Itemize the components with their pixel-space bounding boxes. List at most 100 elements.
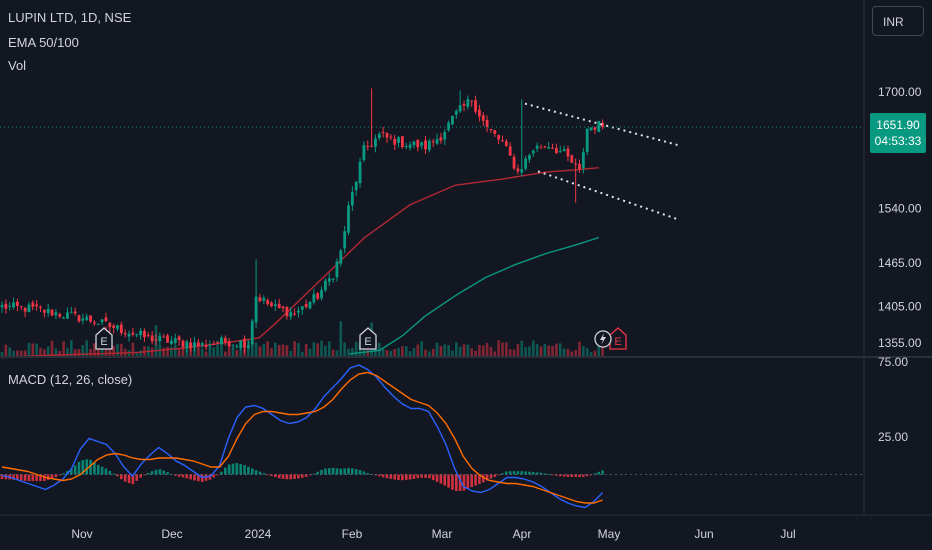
macd-histogram-bar xyxy=(393,474,396,480)
candle-body xyxy=(566,148,570,157)
macd-histogram-bar xyxy=(135,474,139,481)
macd-histogram-bar xyxy=(316,471,319,475)
candle-body xyxy=(601,122,604,127)
macd-histogram-bar xyxy=(505,471,508,475)
macd-histogram-bar xyxy=(508,471,512,475)
volume-bar xyxy=(481,345,485,356)
symbol-title[interactable]: LUPIN LTD, 1D, NSE xyxy=(8,10,132,25)
candle-body xyxy=(108,323,112,327)
trendlines[interactable] xyxy=(524,102,679,221)
macd-histogram-bar xyxy=(489,474,493,479)
candle-body xyxy=(204,345,208,348)
macd-histogram-bar xyxy=(147,472,150,475)
volume-bar xyxy=(555,343,558,356)
candle-body xyxy=(216,342,219,344)
macd-histogram-bar xyxy=(158,469,162,475)
candle-body xyxy=(535,145,539,149)
candle-body xyxy=(331,278,335,280)
macd-histogram-bar xyxy=(439,474,443,484)
macd-histogram-bar xyxy=(62,473,65,475)
candle-body xyxy=(478,109,481,117)
candle-body xyxy=(366,146,370,148)
volume-bar xyxy=(582,346,585,356)
volume-bar xyxy=(31,343,35,356)
candle-body xyxy=(50,309,54,316)
volume-bar xyxy=(535,343,539,356)
macd-histogram-bar xyxy=(404,474,408,480)
candle-body xyxy=(508,146,512,156)
macd-histogram-bar xyxy=(582,474,585,477)
candle-body xyxy=(39,306,42,308)
candle-body xyxy=(320,290,323,299)
candle-body xyxy=(23,307,27,312)
macd-histogram-bar xyxy=(212,474,216,478)
candle-body xyxy=(193,342,196,348)
time-tick-label: 2024 xyxy=(245,527,272,541)
price-tick-label: 1540.00 xyxy=(878,201,922,215)
lower-trendline xyxy=(537,170,679,221)
candle-body xyxy=(420,142,424,146)
candle-body xyxy=(339,250,343,264)
macd-histogram-bar xyxy=(566,474,570,477)
candle-body xyxy=(335,261,339,278)
volume-bar xyxy=(439,346,443,356)
candle-body xyxy=(66,312,69,319)
macd-histogram-bar xyxy=(89,459,92,475)
macd-histogram-bar xyxy=(335,468,339,475)
macd-histogram-bar xyxy=(362,471,366,475)
macd-histogram-bar xyxy=(227,464,231,475)
volume-bar xyxy=(43,349,46,356)
volume-bar xyxy=(489,346,493,356)
candle-body xyxy=(593,127,597,130)
macd-histogram-bar xyxy=(73,465,77,475)
volume-bar xyxy=(347,348,350,356)
macd-histogram-bar xyxy=(224,467,227,475)
volume-bar xyxy=(4,344,8,356)
macd-histogram-bar xyxy=(458,474,462,491)
macd-histogram-bar xyxy=(177,474,181,477)
volume-bar xyxy=(96,348,100,356)
volume-bar xyxy=(470,348,473,356)
macd-histogram-bar xyxy=(231,463,235,475)
macd-histogram-bar xyxy=(320,469,323,475)
volume-bar xyxy=(574,350,577,356)
volume-bar xyxy=(570,351,574,356)
ema-legend[interactable]: EMA 50/100 xyxy=(8,35,79,50)
macd-histogram-bar xyxy=(277,474,281,479)
volume-bar xyxy=(366,343,370,356)
volume-bar xyxy=(335,350,339,356)
macd-histogram-bar xyxy=(412,474,416,479)
macd-histogram-bar xyxy=(116,474,119,477)
volume-bar xyxy=(200,348,204,356)
volume-bar xyxy=(485,342,489,356)
volume-bar xyxy=(524,347,527,356)
candle-body xyxy=(308,301,312,309)
candle-body xyxy=(570,155,574,163)
macd-histogram-bar xyxy=(77,461,81,475)
volume-bar xyxy=(170,346,173,356)
volume-bar xyxy=(451,350,454,356)
candle-body xyxy=(497,135,501,140)
volume-legend[interactable]: Vol xyxy=(8,58,27,73)
macd-histogram-bar xyxy=(293,474,296,479)
macd-line xyxy=(1,364,604,509)
volume-bar xyxy=(281,344,285,356)
candle-body xyxy=(139,330,142,336)
candle-body xyxy=(127,333,131,337)
candle-body xyxy=(270,302,273,307)
macd-lines xyxy=(1,364,604,509)
candle-body xyxy=(239,340,243,348)
volume-bar xyxy=(46,346,50,356)
candle-body xyxy=(562,149,566,152)
macd-legend[interactable]: MACD (12, 26, close) xyxy=(8,372,133,387)
volume-bar xyxy=(466,344,470,356)
volume-bar xyxy=(166,346,169,356)
macd-histogram-bar xyxy=(408,474,412,480)
volume-bar xyxy=(293,341,296,356)
macd-histogram-bar xyxy=(0,474,4,480)
currency-selector[interactable]: INR xyxy=(872,6,924,36)
volume-bar xyxy=(393,349,396,356)
volume-bar xyxy=(39,347,42,356)
